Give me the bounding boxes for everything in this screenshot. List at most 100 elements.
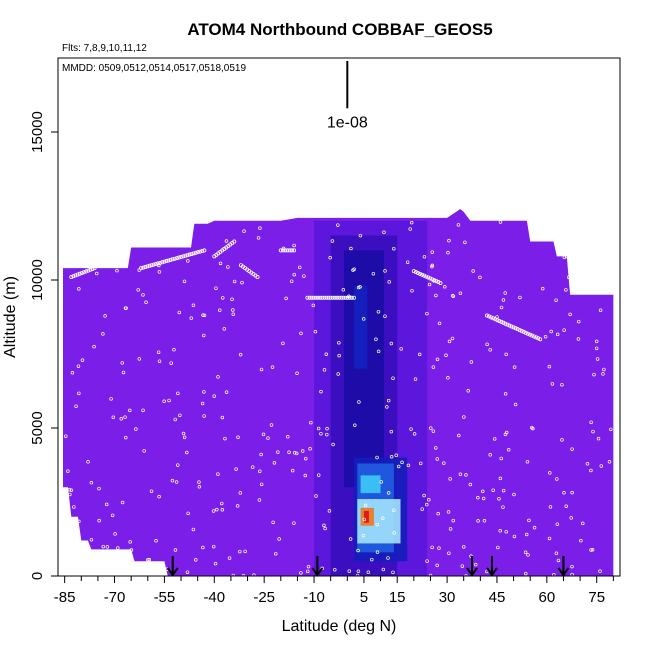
track-point [584,248,589,253]
sample-point [430,250,435,254]
track-point [530,333,535,338]
track-point [499,319,504,324]
sample-point [81,255,86,260]
sample-point [524,532,529,537]
sample-point [429,426,433,430]
track-point [287,248,292,253]
sample-point [473,562,478,567]
sample-point [72,505,76,509]
sample-point [348,537,353,541]
sample-point [157,494,161,499]
sample-point [457,433,461,438]
sample-point [605,234,610,238]
sample-point [128,408,132,413]
sample-point [224,390,229,394]
sample-point [524,571,528,576]
sample-point [121,370,126,375]
sample-point [574,249,579,253]
sample-point [327,509,332,513]
track-point [191,251,196,256]
sample-point [324,352,329,357]
sample-point [231,312,236,317]
track-point [187,252,192,257]
sample-point [297,265,302,270]
sample-point [197,484,202,489]
sample-point [501,298,506,302]
sample-point [436,511,440,516]
track-point [349,295,354,300]
track-point [489,315,494,320]
sample-point [202,414,206,418]
sample-point [169,361,173,365]
sample-point [269,423,274,427]
sample-point [120,500,125,505]
sample-point [74,404,78,408]
sample-point [560,438,564,442]
sample-point [435,563,439,568]
sample-point [231,573,236,576]
sample-point [463,240,467,245]
sample-point [496,545,500,550]
sample-point [431,429,436,433]
sample-point [418,461,423,466]
sample-point [355,573,360,576]
sample-point [464,473,468,477]
sample-point [466,389,470,393]
profile-arrow [486,556,498,577]
track-point [285,248,290,253]
sample-point [488,453,492,457]
track-point [305,295,310,300]
track-point [515,327,520,332]
track-point [200,248,205,253]
track-point [189,251,194,256]
sample-point [356,569,361,574]
track-point [75,272,80,277]
track-point [525,331,530,336]
sample-point [447,551,451,555]
sample-point [290,468,295,473]
x-tick-label: 30 [439,589,456,606]
sample-point [284,296,288,301]
sample-point [92,344,96,349]
sample-point [434,446,438,450]
sample-point [238,352,243,357]
enhancement-cell [353,285,368,369]
track-point [493,317,498,322]
sample-point [309,420,313,425]
sample-point [337,353,341,358]
sample-point [347,569,352,573]
plot-area [62,208,614,576]
sample-point [273,551,278,556]
track-point [193,250,198,255]
sample-point [374,337,378,342]
arrow-head [466,567,478,577]
track-point [73,273,78,278]
sample-point [601,372,605,376]
track-point [503,321,508,326]
sample-point [328,255,332,260]
sample-point [235,504,240,508]
flight-tracks [69,239,599,342]
sample-point [498,476,503,481]
sample-point [220,507,225,512]
sample-point [579,538,583,543]
track-point [579,249,584,254]
sample-point [242,229,246,233]
sample-point [240,280,244,285]
sample-point [548,505,553,509]
sample-point [271,520,275,525]
y-axis-label: Altitude (m) [2,276,19,358]
track-point [339,295,344,300]
sample-point [146,557,150,562]
sample-point [123,435,128,440]
sample-point [370,557,374,562]
sample-point [110,513,115,518]
sample-point [427,282,432,287]
sample-point [594,339,599,344]
sample-point [424,502,429,507]
sample-point [141,408,145,413]
track-point [141,265,146,270]
sample-point [456,223,461,227]
sample-point [435,457,440,461]
profile-arrow [166,556,179,577]
